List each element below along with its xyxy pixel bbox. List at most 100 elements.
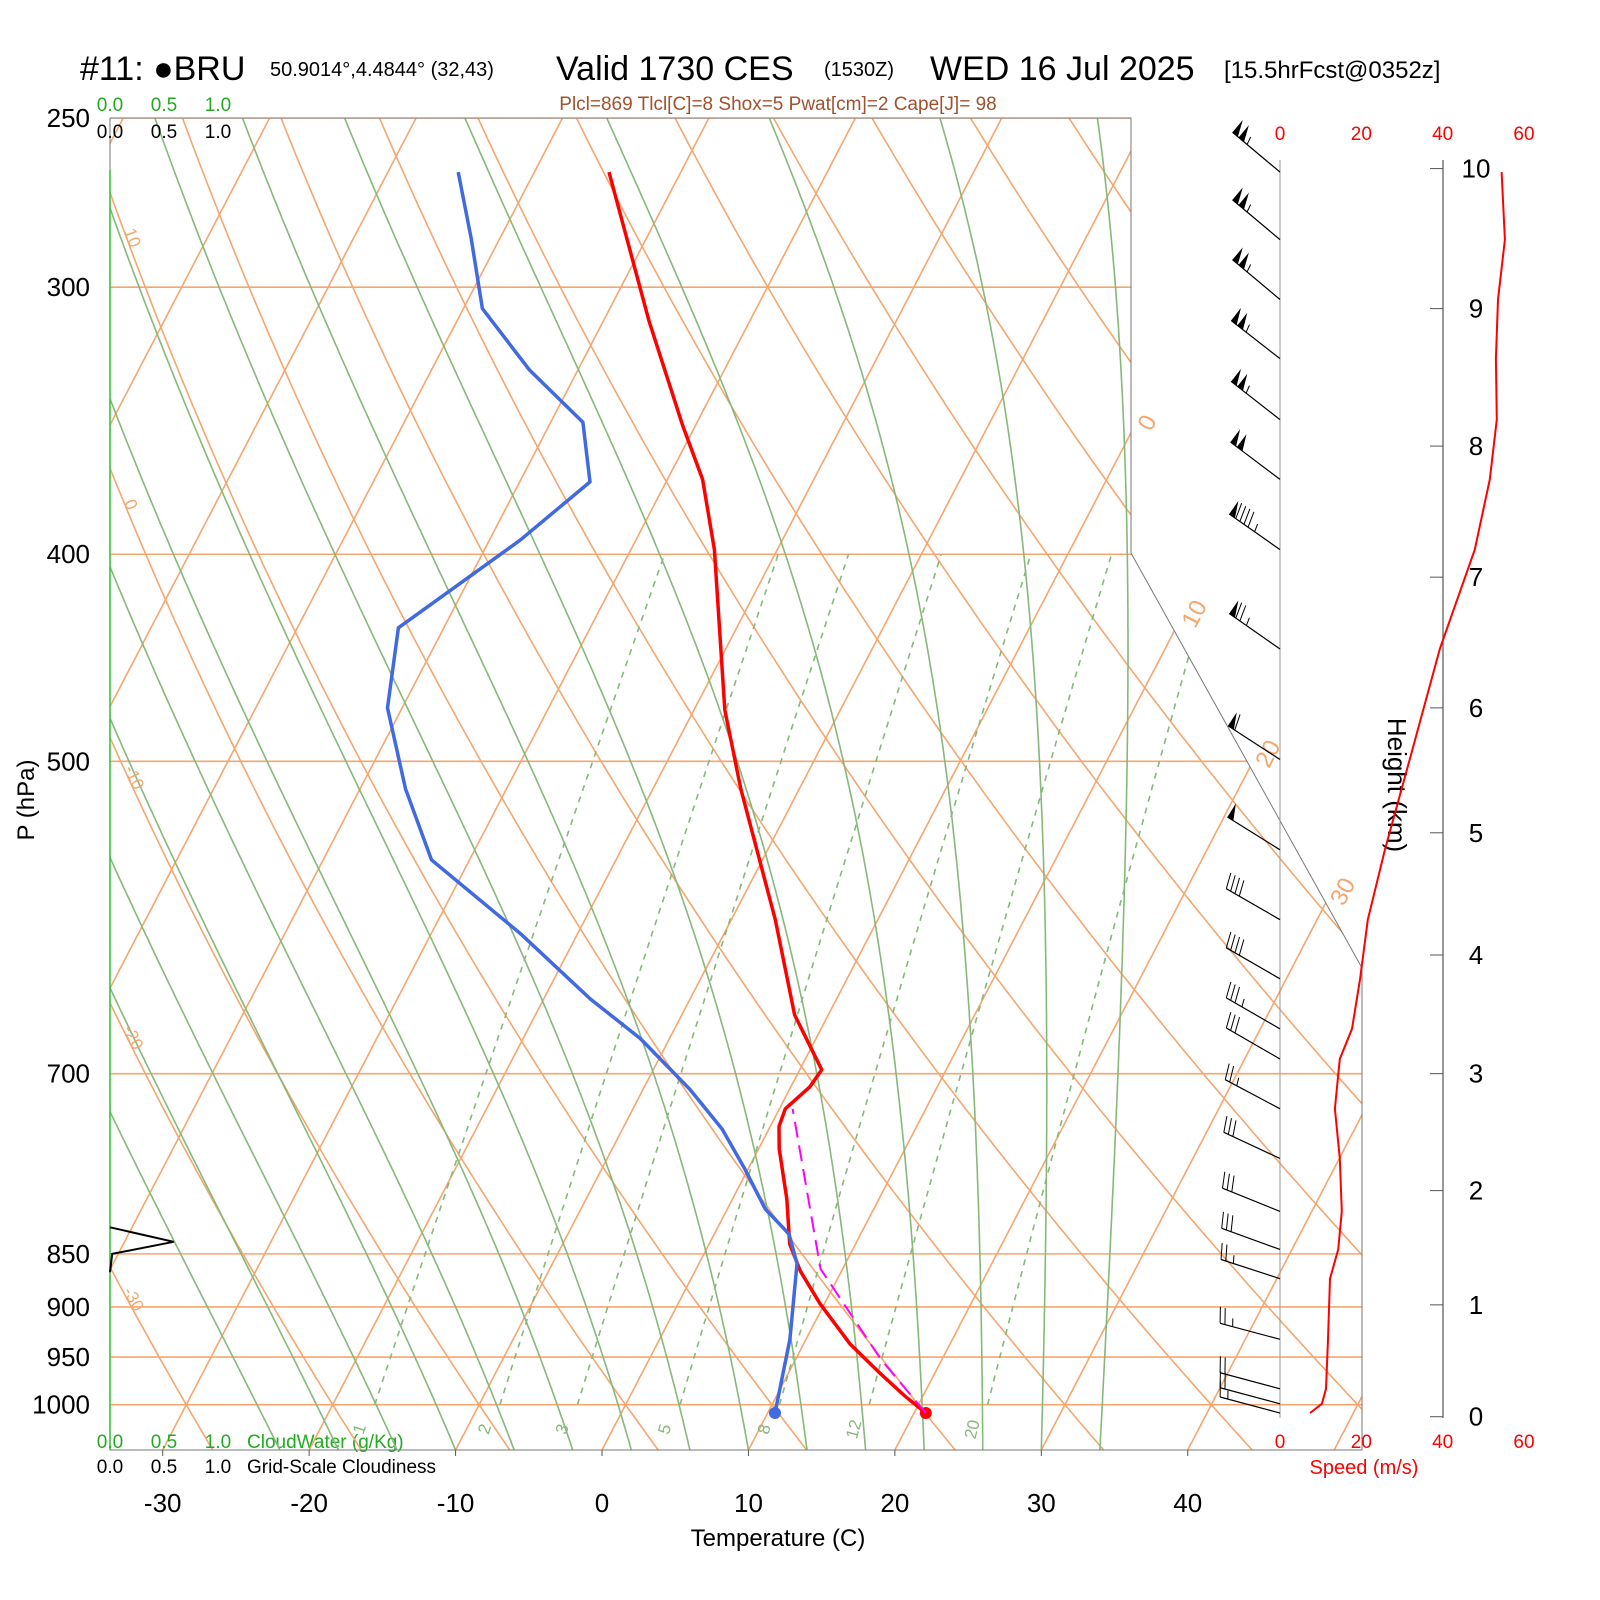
barb-feather	[1227, 1118, 1232, 1135]
cloudwater-tick-label: 0.5	[151, 95, 177, 116]
barb-feather	[1234, 936, 1240, 953]
profile-line	[607, 171, 927, 1415]
barb-pennant	[1231, 307, 1241, 325]
y-axis-label: P (hPa)	[13, 760, 40, 841]
barb-staff	[1221, 1227, 1281, 1251]
y-tick-label: 900	[47, 1292, 90, 1322]
barb-feather	[1229, 1065, 1235, 1083]
barb-half-feather	[1246, 136, 1252, 145]
moist-adiabat	[110, 118, 457, 1450]
wind-barb	[1222, 1171, 1281, 1212]
x-tick-label: -10	[437, 1488, 475, 1518]
height-axis-label: Height (km)	[1382, 718, 1412, 852]
barb-staff	[1232, 199, 1281, 241]
height-tick-label: 1	[1469, 1290, 1483, 1320]
dry-adiabat	[477, 118, 1362, 1450]
barb-staff	[1224, 1079, 1281, 1110]
moist-adiabat	[768, 118, 984, 1450]
barb-pennant	[1238, 252, 1249, 270]
wind-barb	[1230, 307, 1281, 360]
wind-barb	[1232, 119, 1281, 173]
speed-tick-label: 60	[1513, 1432, 1534, 1453]
y-tick-label: 250	[47, 103, 90, 133]
y-tick-label: 300	[47, 272, 90, 302]
barb-feather	[1224, 1063, 1230, 1080]
dry-adiabat	[110, 118, 362, 1450]
y-tick-label: 500	[47, 746, 90, 776]
valid-time: Valid 1730 CES	[556, 50, 794, 88]
dry-adiabat	[674, 118, 1362, 1450]
height-tick-label: 10	[1462, 154, 1491, 184]
barb-staff	[1232, 259, 1281, 300]
speed-tick-label: 40	[1432, 1432, 1453, 1453]
x-tick-label: 0	[595, 1488, 609, 1518]
barb-feather	[1230, 934, 1236, 951]
mixing-ratio-line	[499, 553, 779, 1405]
wind-barb	[1221, 1211, 1281, 1251]
barb-half-feather	[1245, 324, 1250, 333]
wind-barb	[1228, 500, 1281, 551]
moist-adiabat	[110, 118, 574, 1450]
speed-tick-label: 60	[1513, 124, 1534, 145]
wind-barb	[1219, 1371, 1281, 1405]
barb-feather	[1238, 939, 1245, 956]
height-tick-label: 0	[1469, 1402, 1483, 1432]
barb-pennant	[1237, 312, 1248, 330]
barb-feather	[1226, 1173, 1230, 1191]
isotherm	[601, 118, 1296, 1450]
barb-feather	[1232, 1120, 1237, 1137]
mixing-ratio-label: 12	[842, 1418, 865, 1441]
speed-tick-label: 0	[1275, 124, 1286, 145]
barb-staff	[1219, 1387, 1281, 1405]
barb-staff	[1226, 1027, 1281, 1060]
x-tick-label: 20	[880, 1488, 909, 1518]
moist-adiabat	[110, 118, 340, 1450]
dry-adiabat	[110, 118, 659, 1450]
barb-feather	[1225, 981, 1232, 998]
mixing-ratio-line	[576, 553, 850, 1405]
cloudwater-tick-label: 0.5	[151, 1432, 177, 1453]
wind-barb	[1227, 712, 1281, 761]
x-tick-label: 10	[734, 1488, 763, 1518]
barb-pennant	[1227, 803, 1236, 821]
barb-pennant	[1229, 500, 1239, 519]
barb-half-feather	[1246, 204, 1252, 213]
barb-feather	[1225, 872, 1232, 889]
barb-feather	[1243, 508, 1251, 525]
cloudwater-tick-label: 0.0	[97, 95, 123, 116]
barb-staff	[1226, 997, 1281, 1030]
barb-staff	[1228, 513, 1281, 551]
wind-barb	[1228, 600, 1281, 650]
forecast: [15.5hrFcst@0352z]	[1224, 57, 1440, 84]
cloudwater-tick-label: 1.0	[205, 95, 231, 116]
cloudiness-tick-label: 0.0	[97, 1457, 123, 1478]
y-tick-label: 1000	[32, 1390, 90, 1420]
barb-feather	[1247, 511, 1255, 528]
barb-staff	[1227, 725, 1281, 761]
height-tick-label: 2	[1469, 1176, 1483, 1206]
isotherm	[110, 118, 564, 1450]
moist-adiabat	[154, 118, 691, 1450]
barb-staff	[1222, 1187, 1281, 1212]
barb-staff	[1226, 947, 1281, 980]
isotherm	[110, 118, 710, 1450]
barb-pennant	[1231, 368, 1241, 386]
height-tick-label: 9	[1469, 294, 1483, 324]
barb-feather	[1223, 1116, 1228, 1133]
height-tick-label: 5	[1469, 818, 1483, 848]
plot-area	[110, 118, 1362, 1450]
moist-adiabat	[110, 118, 398, 1450]
barb-feather	[1234, 1016, 1240, 1034]
barb-staff	[1227, 816, 1281, 851]
barb-feather	[1225, 1244, 1228, 1262]
wind-barb	[1219, 1306, 1281, 1340]
height-tick-label: 4	[1469, 940, 1483, 970]
height-tick-label: 3	[1469, 1059, 1483, 1089]
barb-feather	[1239, 505, 1247, 522]
mixing-ratio-line	[778, 553, 1032, 1405]
barb-half-feather	[1245, 385, 1250, 394]
moist-adiabat	[110, 118, 633, 1450]
barb-staff	[1232, 131, 1281, 173]
barb-pennant	[1232, 119, 1243, 137]
